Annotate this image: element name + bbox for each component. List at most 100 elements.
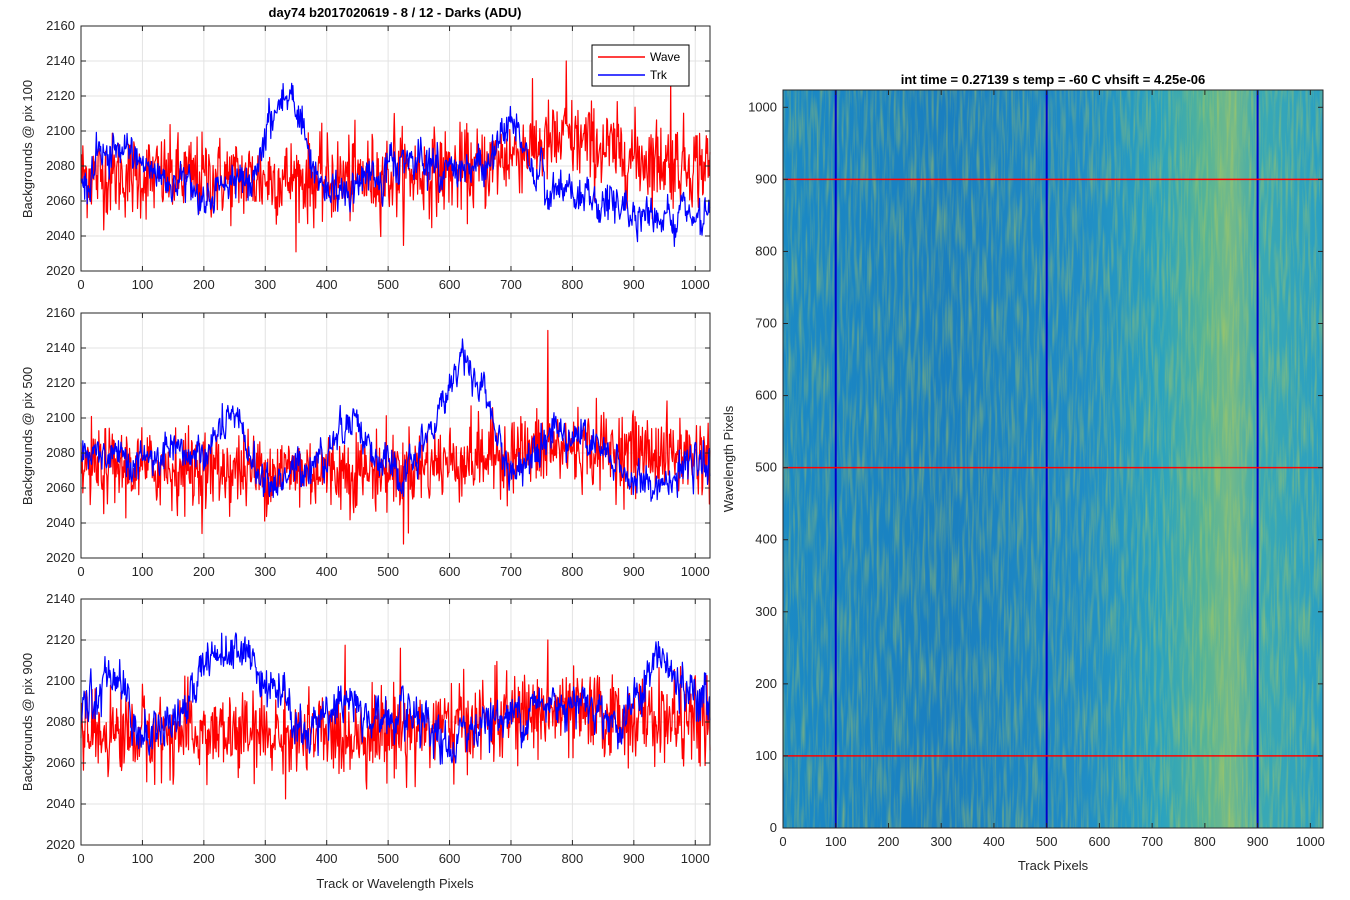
y-tick-label: 2160 [46,18,75,33]
x-tick-label: 400 [316,564,338,579]
x-tick-label: 900 [623,277,645,292]
x-tick-label: 900 [623,564,645,579]
x-tick-label: 700 [500,277,522,292]
subplot-2-axes-frame [80,312,711,559]
y-tick-label: 2120 [46,88,75,103]
subplot-3-series [80,632,711,800]
x-tick-label: 1000 [681,851,710,866]
y-tick-label: 1000 [748,99,777,114]
y-tick-label: 2140 [46,340,75,355]
series-line-trk [80,338,711,502]
y-tick-label: 2080 [46,445,75,460]
y-tick-label: 2060 [46,755,75,770]
subplot-2-ticks: 0 100 200 300 400 500 600 700 800 900 1000 2020 2040… [46,305,710,579]
x-tick-label: 300 [254,277,276,292]
series-line-trk [80,82,711,248]
subplot-1-ticks: 0 100 200 300 400 500 600 700 800 900 1000 2020 2040… [46,18,710,292]
y-tick-label: 200 [755,676,777,691]
y-tick-label: 2140 [46,591,75,606]
x-tick-label: 400 [316,851,338,866]
x-tick-label: 500 [377,564,399,579]
x-tick-label: 600 [439,851,461,866]
x-tick-label: 500 [1036,834,1058,849]
x-tick-label: 700 [500,851,522,866]
y-tick-label: 2100 [46,123,75,138]
heatmap-marker-lines [783,90,1323,828]
y-tick-label: 2140 [46,53,75,68]
subplot-pix-900: Backgrounds @ pix 900 0 100 200 300 400 500 60… [20,591,711,891]
y-tick-label: 2080 [46,158,75,173]
y-tick-label: 2100 [46,410,75,425]
y-tick-label: 0 [770,820,777,835]
x-tick-label: 500 [377,277,399,292]
y-tick-label: 2080 [46,714,75,729]
heatmap-axes-frame [782,89,1324,829]
x-tick-label: 400 [983,834,1005,849]
y-tick-label: 900 [755,171,777,186]
y-tick-label: 100 [755,748,777,763]
x-tick-label: 900 [1247,834,1269,849]
y-tick-label: 2040 [46,796,75,811]
legend-box [591,44,690,87]
subplot-1-title: day74 b2017020619 - 8 / 12 - Darks (ADU) [269,5,522,20]
x-tick-label: 0 [77,851,84,866]
y-tick-label: 2020 [46,550,75,565]
y-tick-label: 2100 [46,673,75,688]
subplot-2-ylabel: Backgrounds @ pix 500 [20,367,35,505]
x-tick-label: 0 [77,277,84,292]
subplot-pix-100: day74 b2017020619 - 8 / 12 - Darks (ADU)… [20,5,711,292]
y-tick-label: 2040 [46,515,75,530]
x-tick-label: 300 [930,834,952,849]
x-tick-label: 100 [132,277,154,292]
y-tick-label: 2160 [46,305,75,320]
series-line-trk [80,632,711,765]
y-tick-label: 600 [755,388,777,403]
x-tick-label: 900 [623,851,645,866]
y-tick-label: 800 [755,243,777,258]
legend-wave-label: Wave [650,50,681,64]
legend-trk-label: Trk [650,68,668,82]
x-tick-label: 300 [254,851,276,866]
subplot-3-ylabel: Backgrounds @ pix 900 [20,653,35,791]
x-tick-label: 600 [439,277,461,292]
x-tick-label: 700 [1141,834,1163,849]
x-tick-label: 600 [1089,834,1111,849]
subplot-3-xlabel: Track or Wavelength Pixels [316,876,474,891]
subplot-1-ylabel: Backgrounds @ pix 100 [20,80,35,218]
y-tick-label: 400 [755,532,777,547]
x-tick-label: 100 [825,834,847,849]
y-tick-label: 700 [755,316,777,331]
x-tick-label: 800 [562,851,584,866]
x-tick-label: 600 [439,564,461,579]
x-tick-label: 700 [500,564,522,579]
x-tick-label: 800 [1194,834,1216,849]
x-tick-label: 1000 [681,277,710,292]
x-tick-label: 800 [562,564,584,579]
y-tick-label: 2060 [46,480,75,495]
subplot-1-axes-frame [80,25,711,272]
heatmap-ticks: 0 100 200 300 400 500 600 700 800 900 1000 0 100 200 3… [748,90,1325,849]
x-tick-label: 200 [193,851,215,866]
y-tick-label: 2120 [46,375,75,390]
x-tick-label: 100 [132,564,154,579]
y-tick-label: 2040 [46,228,75,243]
x-tick-label: 200 [193,277,215,292]
y-tick-label: 2120 [46,632,75,647]
x-tick-label: 200 [193,564,215,579]
legend: Wave Trk [591,44,690,87]
subplot-2-series [80,329,711,545]
heatmap-panel: int time = 0.27139 s temp = -60 C vhsift… [721,72,1325,873]
y-tick-label: 300 [755,604,777,619]
heatmap-title: int time = 0.27139 s temp = -60 C vhsift… [901,72,1206,87]
y-tick-label: 2020 [46,263,75,278]
subplot-3-ticks: 0 100 200 300 400 500 600 700 800 900 1000 2020 2040… [46,591,710,866]
y-tick-label: 2060 [46,193,75,208]
subplot-pix-500: Backgrounds @ pix 500 0 100 200 300 400 500 60… [20,305,711,579]
subplot-1-series [80,60,711,253]
heatmap-ylabel: Wavelength Pixels [721,405,736,512]
x-tick-label: 100 [132,851,154,866]
heatmap-xlabel: Track Pixels [1018,858,1089,873]
x-tick-label: 200 [878,834,900,849]
y-tick-label: 500 [755,460,777,475]
